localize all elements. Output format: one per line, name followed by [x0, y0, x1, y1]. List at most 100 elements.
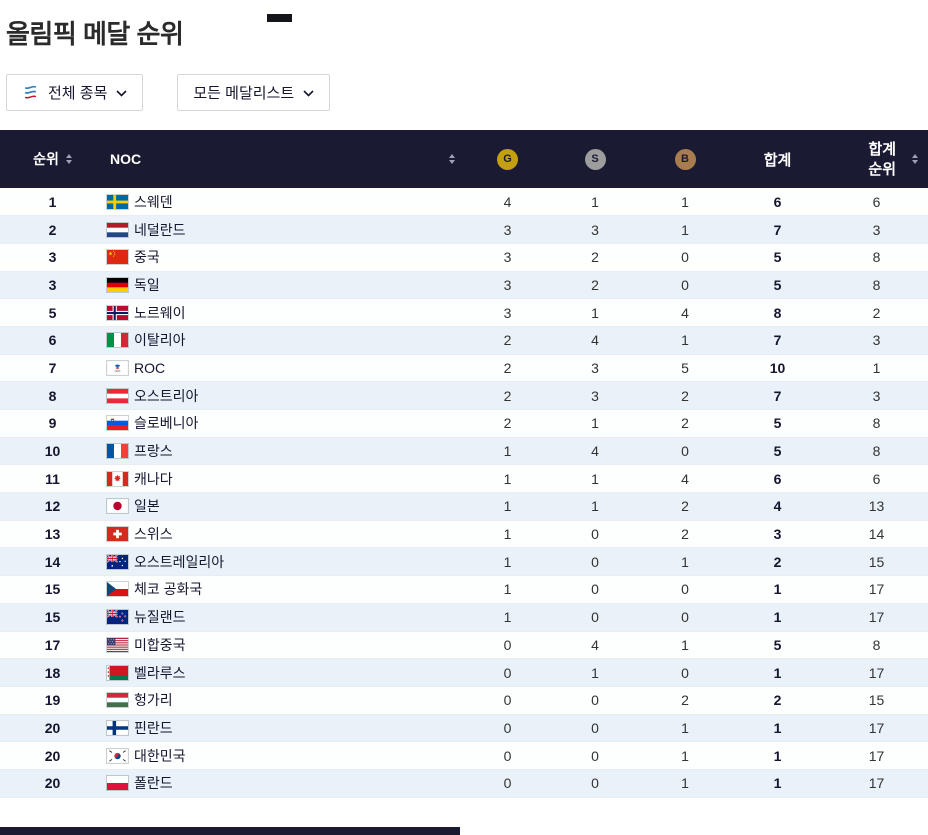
silver-count: 0	[550, 603, 640, 632]
table-row[interactable]: 20 핀란드 0 0 1 1 17	[0, 714, 928, 743]
table-row[interactable]: 14 오스트레일리아 1 0 1 2 15	[0, 547, 928, 577]
total-count: 5	[730, 243, 825, 272]
rank-cell: 11	[0, 464, 105, 494]
bottom-dark-strip	[0, 827, 460, 835]
country-name[interactable]: 체코 공화국	[134, 581, 203, 598]
col-header-total-rank[interactable]: 합계 순위	[825, 130, 928, 188]
country-name[interactable]: 슬로베니아	[134, 415, 199, 432]
table-row[interactable]: 12 일본 1 1 2 4 13	[0, 492, 928, 521]
bronze-count: 1	[640, 188, 730, 217]
country-name[interactable]: 오스트리아	[134, 387, 199, 404]
country-name[interactable]: 노르웨이	[134, 304, 186, 321]
silver-count: 3	[550, 215, 640, 244]
silver-count: 4	[550, 631, 640, 660]
table-row[interactable]: 15 체코 공화국 1 0 0 1 17	[0, 575, 928, 604]
total-count: 5	[730, 409, 825, 438]
total-count: 2	[730, 686, 825, 715]
bronze-count: 1	[640, 215, 730, 244]
total-rank-header-line2: 순위	[868, 160, 896, 178]
country-name[interactable]: 독일	[134, 276, 160, 293]
country-name[interactable]: 스웨덴	[134, 193, 173, 210]
country-name[interactable]: 미합중국	[134, 636, 186, 653]
gold-count: 3	[465, 271, 550, 300]
noc-cell: 일본	[105, 492, 465, 521]
table-row[interactable]: 5 노르웨이 3 1 4 8 2	[0, 298, 928, 327]
country-name[interactable]: 폴란드	[134, 775, 173, 792]
country-name[interactable]: 스위스	[134, 526, 173, 543]
total-rank-cell: 8	[825, 437, 928, 466]
table-row[interactable]: 18 벨라루스 0 1 0 1 17	[0, 658, 928, 687]
country-name[interactable]: ROC	[134, 359, 166, 376]
col-header-bronze[interactable]: B	[640, 130, 730, 188]
total-count: 5	[730, 437, 825, 466]
total-count: 5	[730, 271, 825, 300]
silver-count: 0	[550, 520, 640, 549]
total-count: 5	[730, 631, 825, 660]
silver-count: 2	[550, 271, 640, 300]
table-row[interactable]: 8 오스트리아 2 3 2 7 3	[0, 381, 928, 410]
bronze-count: 2	[640, 686, 730, 715]
rank-cell: 8	[0, 381, 105, 410]
silver-count: 4	[550, 326, 640, 355]
sport-filter-dropdown[interactable]: 전체 종목	[6, 74, 144, 111]
col-header-total[interactable]: 합계	[730, 130, 825, 188]
col-header-gold[interactable]: G	[465, 130, 550, 188]
silver-count: 1	[550, 188, 640, 217]
bronze-count: 4	[640, 298, 730, 327]
flag-icon	[107, 748, 128, 763]
noc-cell: 독일	[105, 271, 465, 300]
table-row[interactable]: 20 폴란드 0 0 1 1 17	[0, 769, 928, 798]
flag-icon	[107, 305, 128, 320]
medalist-filter-dropdown[interactable]: 모든 메달리스트	[177, 74, 331, 111]
bronze-count: 1	[640, 631, 730, 660]
table-row[interactable]: 3 독일 3 2 0 5 8	[0, 271, 928, 300]
table-row[interactable]: 20 대한민국 0 0 1 1 17	[0, 741, 928, 770]
table-row[interactable]: 19 헝가리 0 0 2 2 15	[0, 686, 928, 715]
flag-icon	[107, 582, 128, 597]
table-row[interactable]: 11 캐나다 1 1 4 6 6	[0, 464, 928, 494]
table-row[interactable]: 13 스위스 1 0 2 3 14	[0, 520, 928, 549]
table-row[interactable]: 2 네덜란드 3 3 1 7 3	[0, 215, 928, 244]
chevron-down-icon	[116, 90, 127, 97]
country-name[interactable]: 네덜란드	[134, 221, 186, 238]
rank-cell: 15	[0, 603, 105, 632]
country-name[interactable]: 벨라루스	[134, 664, 186, 681]
col-header-silver[interactable]: S	[550, 130, 640, 188]
total-count: 7	[730, 326, 825, 355]
bronze-count: 5	[640, 354, 730, 383]
col-header-rank[interactable]: 순위	[0, 130, 105, 188]
rank-cell: 10	[0, 437, 105, 466]
table-row[interactable]: 6 이탈리아 2 4 1 7 3	[0, 326, 928, 355]
table-row[interactable]: 9 슬로베니아 2 1 2 5 8	[0, 409, 928, 438]
total-rank-cell: 8	[825, 409, 928, 438]
bronze-count: 0	[640, 575, 730, 604]
country-name[interactable]: 대한민국	[134, 747, 186, 764]
country-name[interactable]: 중국	[134, 249, 160, 266]
top-dark-strip	[267, 14, 292, 22]
sport-filter-label: 전체 종목	[48, 85, 108, 102]
country-name[interactable]: 캐나다	[134, 470, 173, 487]
total-count: 4	[730, 492, 825, 521]
country-name[interactable]: 프랑스	[134, 443, 173, 460]
country-name[interactable]: 헝가리	[134, 692, 173, 709]
country-name[interactable]: 오스트레일리아	[134, 553, 225, 570]
medal-table-body: 1 스웨덴 4 1 1 6 6 2 네덜란드 3 3 1 7 3 3 중국 3 2 0 5 8 3 독일 3 2 0 5 8 5 노르웨이…	[0, 188, 928, 798]
table-row[interactable]: 1 스웨덴 4 1 1 6 6	[0, 188, 928, 217]
noc-cell: 스웨덴	[105, 188, 465, 217]
table-row[interactable]: 15 뉴질랜드 1 0 0 1 17	[0, 603, 928, 632]
table-row[interactable]: 17 미합중국 0 4 1 5 8	[0, 631, 928, 660]
country-name[interactable]: 뉴질랜드	[134, 609, 186, 626]
silver-count: 1	[550, 298, 640, 327]
table-row[interactable]: 10 프랑스 1 4 0 5 8	[0, 437, 928, 466]
table-row[interactable]: 3 중국 3 2 0 5 8	[0, 243, 928, 272]
table-row[interactable]: 7 ROC 2 3 5 10 1	[0, 354, 928, 383]
country-name[interactable]: 일본	[134, 498, 160, 515]
country-name[interactable]: 핀란드	[134, 719, 173, 736]
col-header-noc[interactable]: NOC	[105, 130, 465, 188]
silver-count: 4	[550, 437, 640, 466]
flag-icon	[107, 388, 128, 403]
flag-icon	[107, 333, 128, 348]
gold-count: 3	[465, 298, 550, 327]
noc-cell: 스위스	[105, 520, 465, 549]
country-name[interactable]: 이탈리아	[134, 332, 186, 349]
